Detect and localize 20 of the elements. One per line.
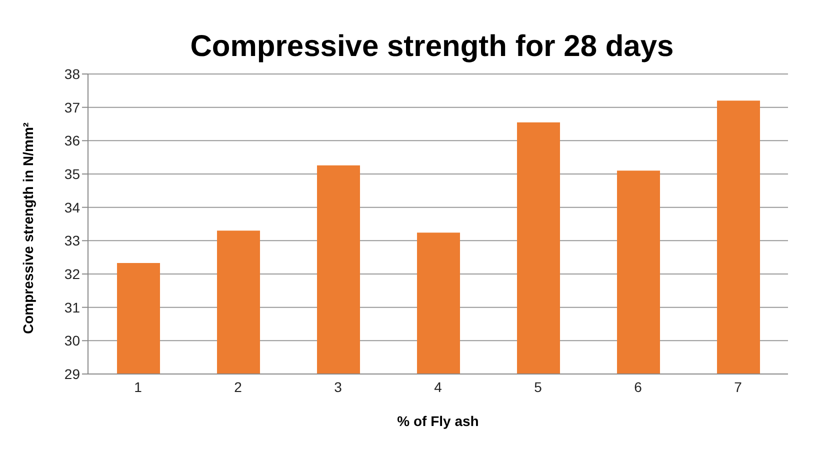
chart-title: Compressive strength for 28 days xyxy=(189,29,675,64)
y-tick-label: 36 xyxy=(64,132,80,149)
x-tick-label: 2 xyxy=(234,378,242,395)
y-axis-title: Compressive strength in N/mm² xyxy=(20,122,36,334)
y-tick-label: 37 xyxy=(64,99,80,116)
x-tick-label: 7 xyxy=(734,378,742,395)
y-tick-label: 34 xyxy=(64,199,80,216)
y-tick-label: 29 xyxy=(64,366,80,382)
x-tick-label: 5 xyxy=(534,378,542,395)
y-tick-label: 35 xyxy=(64,166,80,182)
x-tick-label: 3 xyxy=(334,378,342,395)
y-tick-label: 31 xyxy=(64,299,80,316)
x-tick-label: 1 xyxy=(134,378,142,395)
x-tick-label: 4 xyxy=(434,378,442,395)
y-tick-label: 33 xyxy=(64,232,80,249)
y-tick-label: 32 xyxy=(64,266,80,282)
y-tick-label: 38 xyxy=(64,66,80,82)
y-tick-label: 30 xyxy=(64,332,80,349)
x-tick-label: 6 xyxy=(634,378,642,395)
x-axis-title: % of Fly ash xyxy=(397,413,479,429)
